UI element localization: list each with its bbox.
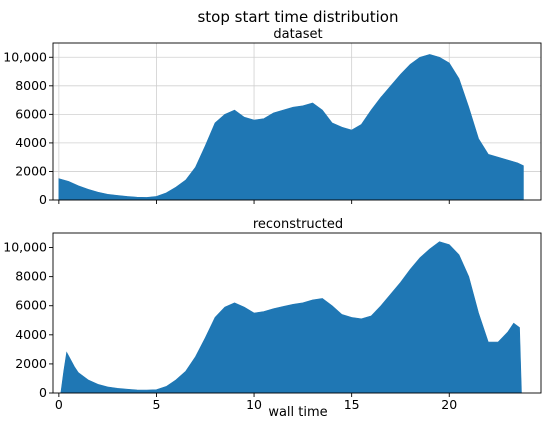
y-tick-label: 0 [39,385,47,400]
axes-frame [52,232,542,394]
bottom-panel-title: reconstructed [253,217,343,232]
y-tick-label: 6000 [15,298,47,313]
top-panel-title: dataset [273,27,322,42]
x-tick-label: 5 [152,397,160,412]
y-tick-label: 4000 [15,327,47,342]
x-tick-label: 15 [344,397,360,412]
x-tick-label: 20 [441,397,457,412]
y-tick-label: 4000 [15,135,47,150]
reconstructed-panel: 0 2000 4000 6000 8000 10,000 0 5 10 15 20 [3,232,542,412]
y-tick-label: 2000 [15,163,47,178]
y-tick-label: 6000 [15,106,47,121]
figure-title: stop start time distribution [197,8,398,26]
y-tick-label: 8000 [15,78,47,93]
dataset-panel: 0 2000 4000 6000 8000 10,000 [3,42,542,207]
axes-frame [52,42,542,201]
histogram-area [60,241,522,394]
y-tick-label: 2000 [15,356,47,371]
x-tick-label: 0 [55,397,63,412]
x-axis-label: wall time [268,405,327,420]
y-tick-label: 10,000 [3,240,47,255]
histogram-area [58,54,524,201]
y-tick-label: 8000 [15,269,47,284]
x-tick-label: 10 [246,397,262,412]
y-tick-label: 10,000 [3,49,47,64]
y-tick-label: 0 [39,192,47,207]
